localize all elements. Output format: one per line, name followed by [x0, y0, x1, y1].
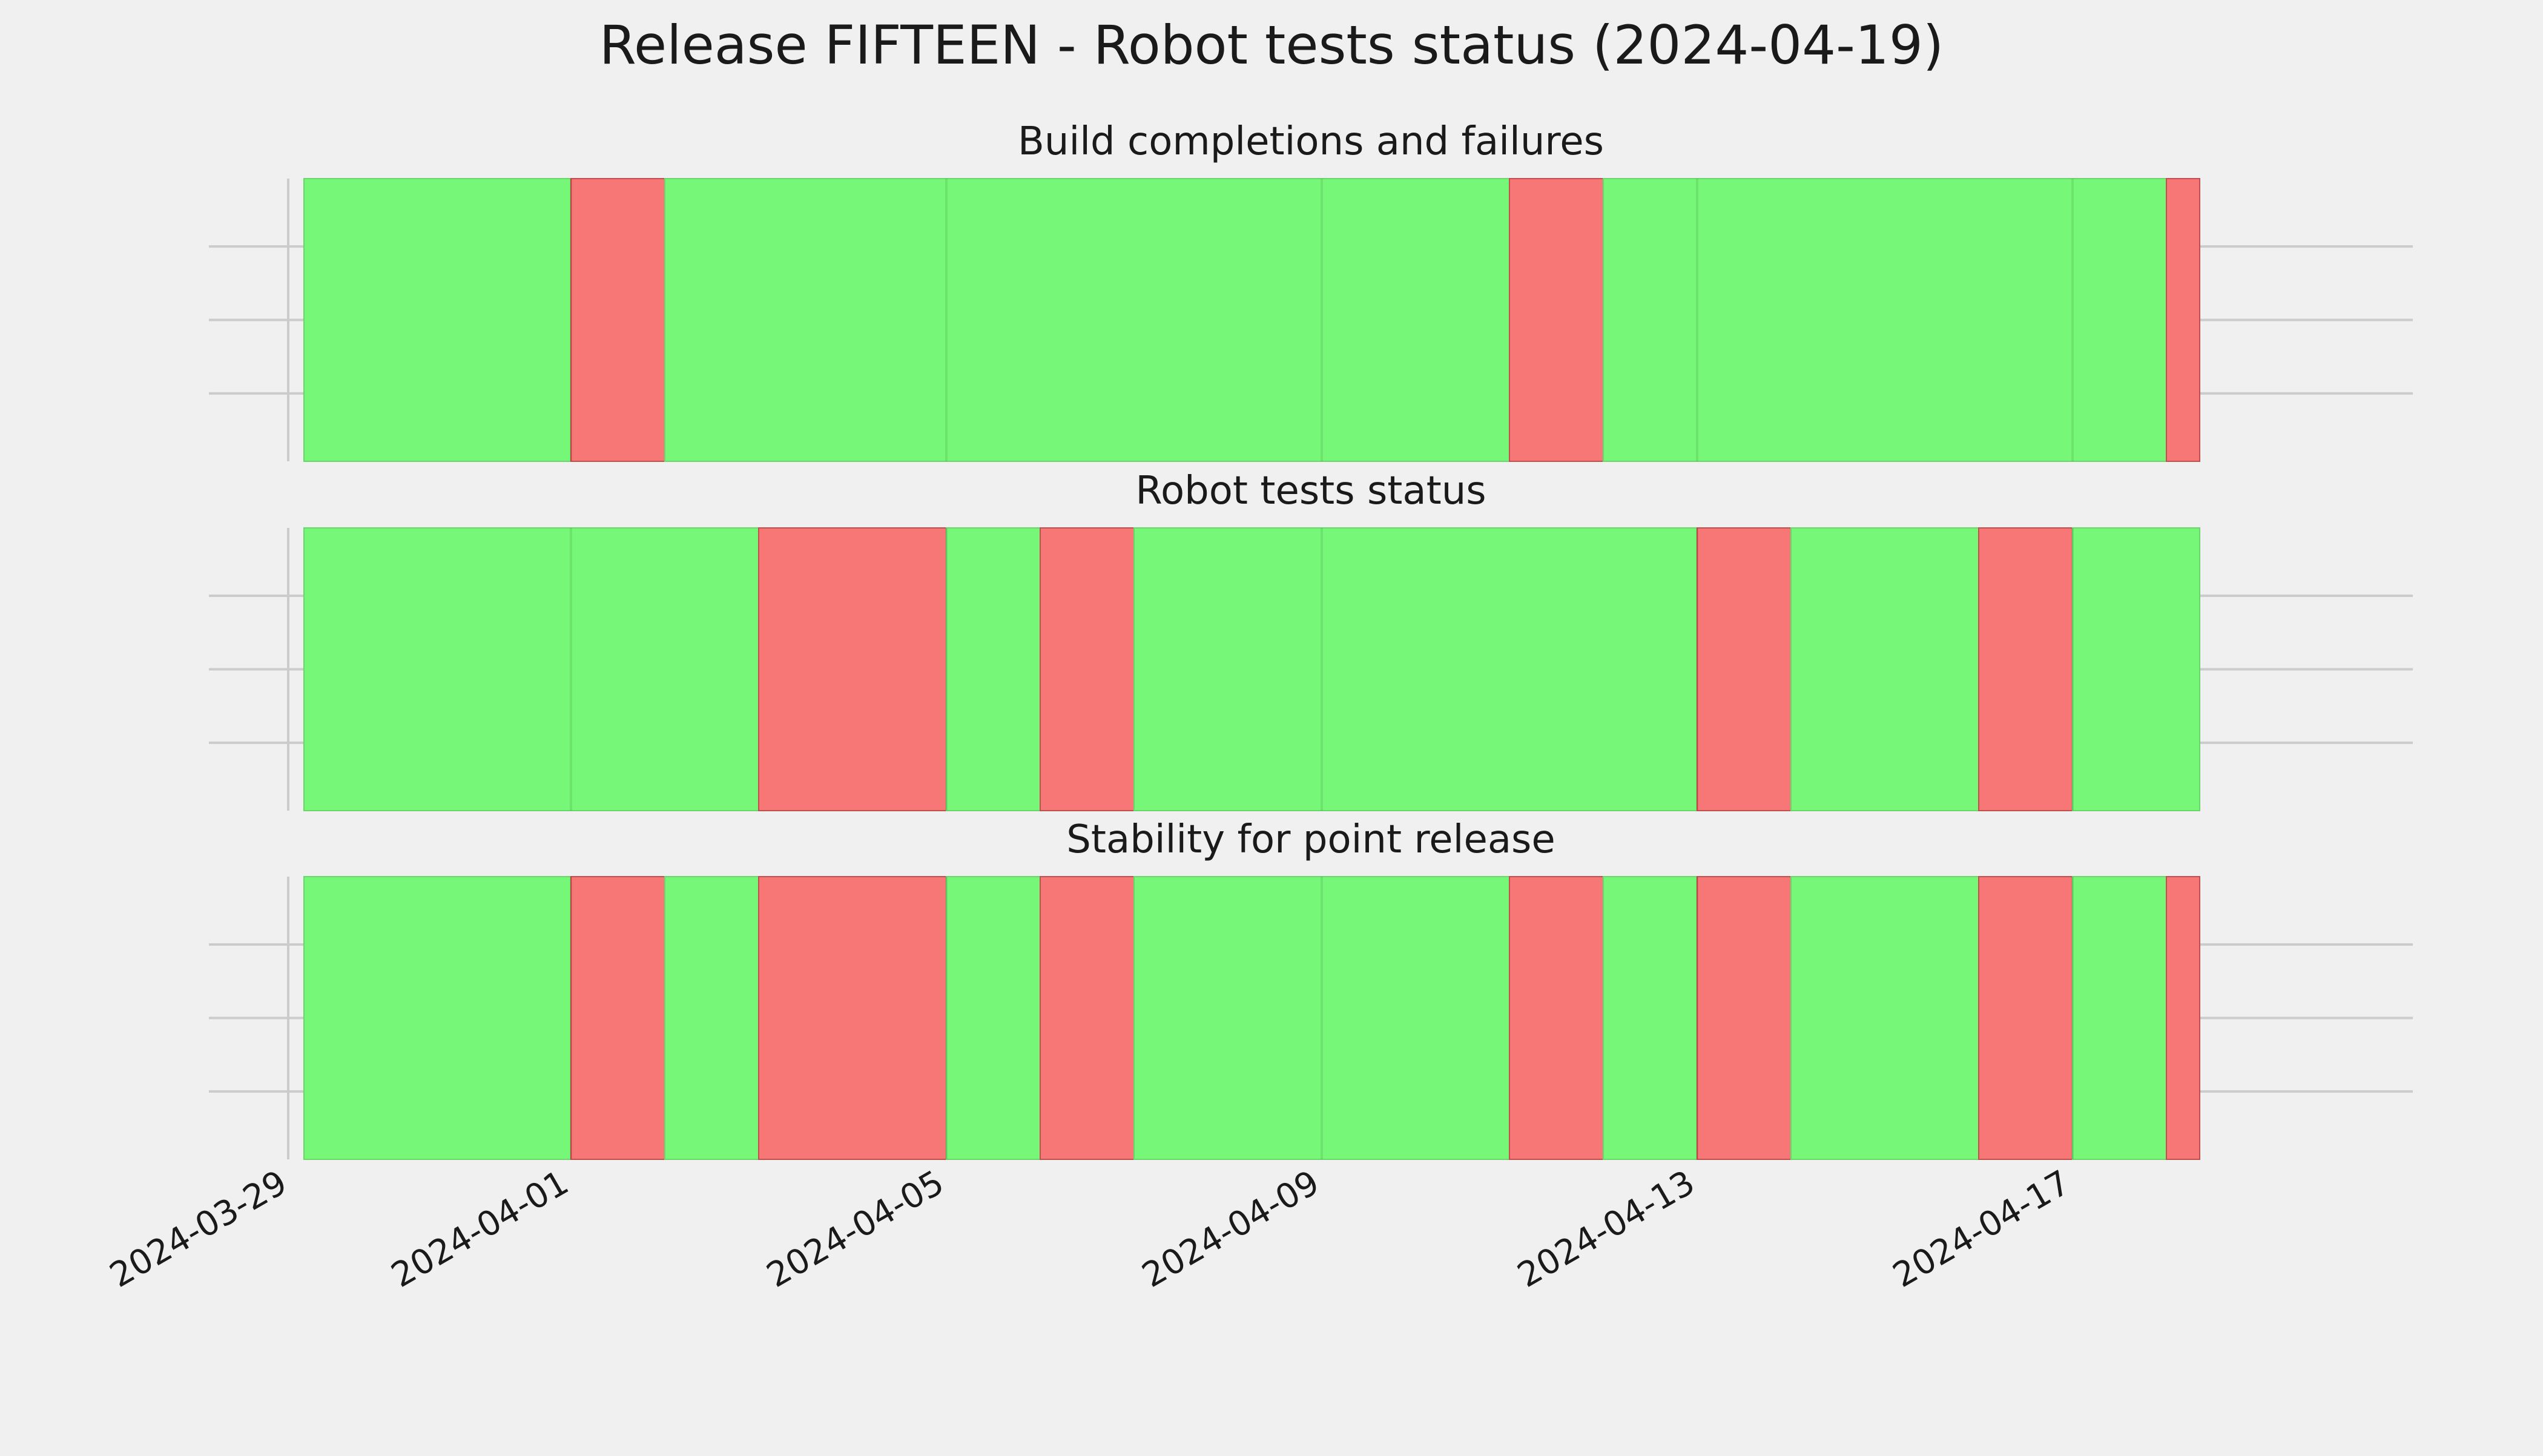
status-segment-failure [1040, 527, 1135, 811]
status-segment-success [1790, 876, 1979, 1160]
status-segment-failure [2166, 178, 2200, 462]
status-segment-success [1603, 178, 2167, 462]
status-segment-success [946, 876, 1041, 1160]
panel-2: Robot tests status [209, 469, 2413, 811]
status-segment-success [303, 876, 572, 1160]
status-segment-failure [2166, 876, 2200, 1160]
status-segment-success [1790, 527, 1979, 811]
chart-title: Release FIFTEEN - Robot tests status (20… [599, 14, 1944, 76]
status-segment-success [664, 178, 1510, 462]
status-segment-failure [1978, 527, 2073, 811]
status-segment-failure [570, 178, 665, 462]
panel-title: Stability for point release [1066, 817, 1555, 862]
status-segment-failure [1697, 876, 1792, 1160]
panel-3: Stability for point release [209, 817, 2413, 1160]
status-segment-failure [758, 527, 947, 811]
status-segment-success [1133, 527, 1698, 811]
status-segment-failure [1509, 876, 1604, 1160]
status-segment-success [2072, 876, 2167, 1160]
status-segment-failure [758, 876, 947, 1160]
panel-title: Robot tests status [1135, 469, 1486, 513]
status-segment-success [303, 178, 572, 462]
status-segment-failure [1697, 527, 1792, 811]
status-segment-failure [1040, 876, 1135, 1160]
status-segment-success [664, 876, 759, 1160]
panel-1: Build completions and failures [209, 119, 2413, 462]
status-segment-success [1133, 876, 1510, 1160]
panels: Build completions and failures Robot test… [209, 119, 2413, 1160]
status-segment-success [946, 527, 1041, 811]
status-segment-success [1603, 876, 1698, 1160]
status-segment-failure [1509, 178, 1604, 462]
status-segment-success [303, 527, 759, 811]
status-segment-failure [570, 876, 665, 1160]
status-segment-success [2072, 527, 2200, 811]
panel-title: Build completions and failures [1018, 119, 1604, 164]
status-segment-failure [1978, 876, 2073, 1160]
